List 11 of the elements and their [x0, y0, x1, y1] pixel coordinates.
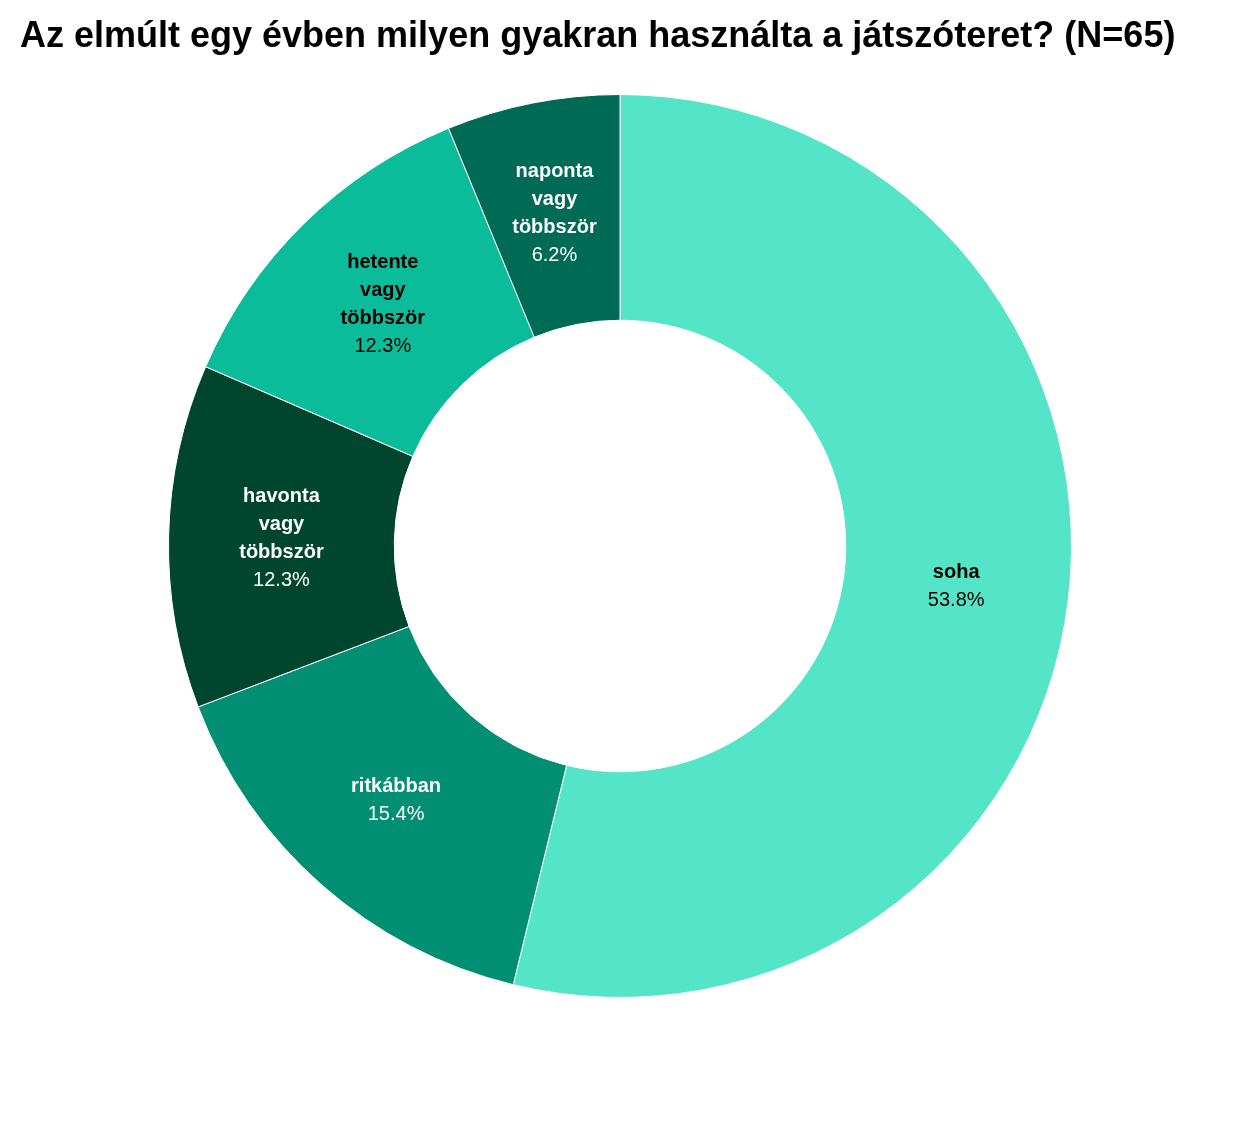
data-label: 53.8%: [927, 587, 985, 610]
data-label: 6.2%: [531, 243, 578, 266]
data-label: 12.3%: [354, 333, 412, 356]
slice-label: soha: [932, 559, 981, 582]
data-label: 15.4%: [367, 801, 425, 824]
chart-title: Az elmúlt egy évben milyen gyakran használta a játszóteret? (N=65): [20, 14, 1177, 56]
slice-label: ritkábban: [351, 773, 442, 796]
data-label: 12.3%: [253, 568, 311, 591]
slice-label: naponta vagy többször: [512, 159, 597, 238]
slice-label: hetente vagy többször: [340, 249, 426, 328]
slice-label: havonta vagy többször: [239, 484, 324, 563]
